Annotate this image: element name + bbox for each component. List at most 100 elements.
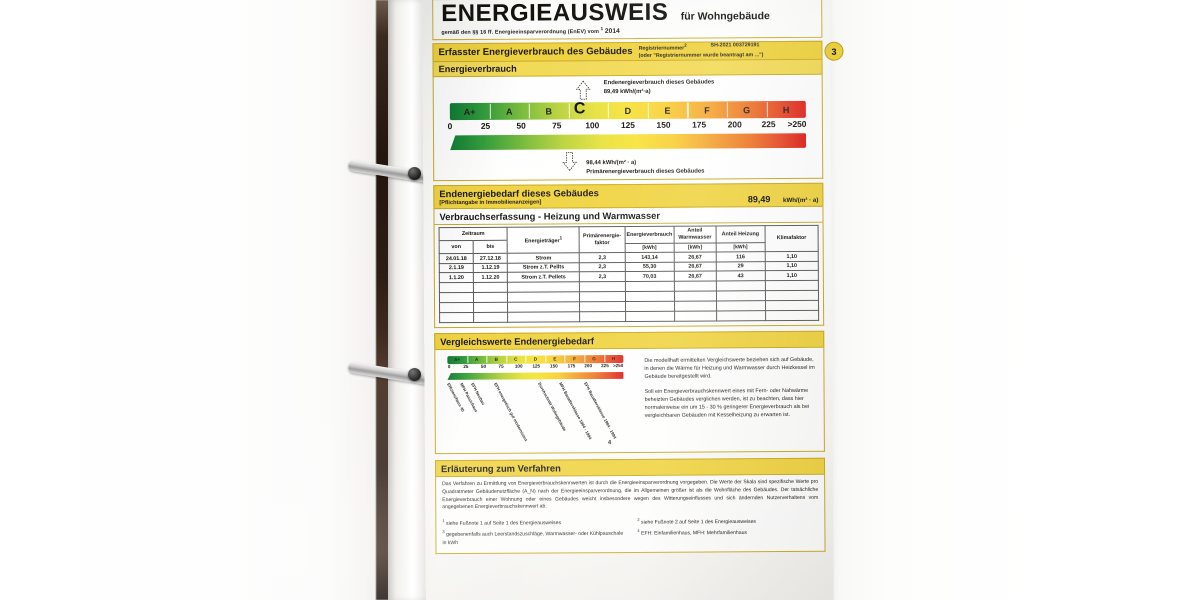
cmp-class-a-plus: A+ [454, 357, 461, 363]
cell-heizung: 29 [715, 261, 766, 272]
cmp-tick-250: >250 [612, 362, 624, 368]
energy-scale-wrap: Endenergieverbrauch dieses Gebäudes 89,4… [434, 75, 823, 180]
tick-25: 25 [480, 121, 491, 132]
legal-basis-year: 2014 [604, 28, 620, 36]
cell-von: 2.1.19 [439, 263, 474, 273]
registry-block: Registriernummer2 SH-2021 003729191 (ode… [639, 42, 822, 60]
cell-pef: 2,3 [579, 271, 626, 282]
procedure-section-body: Das Verfahren zu Ermittlung von Energiev… [435, 474, 826, 554]
cmp-class-b: B [486, 356, 506, 364]
cell-bis: 27.12.18 [473, 253, 508, 264]
cmp-class-f: F [565, 355, 585, 363]
binder-ring-top-tip [408, 167, 421, 180]
cmp-class-c: C [506, 355, 526, 363]
binder-ring-bottom-tip [408, 368, 421, 381]
cmp-class-h: H [604, 355, 624, 363]
energy-class-bar: A+ A B C D E F G H [449, 101, 806, 121]
consumption-table-body: 24.01.18 27.12.18 Strom 2,3 143,14 26,67… [439, 251, 819, 323]
class-seg-f: F [687, 102, 727, 119]
class-seg-e: E [648, 102, 688, 119]
footnotes-col-left: 1 siehe Fußnote 1 auf Seite 1 des Energi… [442, 517, 623, 547]
cmp-tick-75: 75 [498, 363, 504, 369]
cmp-tick-150: 150 [550, 363, 558, 369]
consumption-table: Zeitraum Energieträger1 Primärenergie-fa… [439, 225, 820, 323]
comparison-paragraph-1: Die modellhaft ermittelten Vergleichswer… [644, 356, 815, 380]
th-unit-verbrauch: [kWh] [624, 243, 675, 253]
current-class-marker: C [573, 100, 586, 118]
cell-traeger: Strom z.T. Pellets [507, 272, 580, 283]
endenergie-arrow-icon [575, 80, 591, 101]
tick-0: 0 [447, 121, 453, 132]
cmp-tick-25: 25 [463, 363, 469, 369]
procedure-paragraph: Das Verfahren zu Ermittlung von Energiev… [442, 478, 819, 511]
tick-50: 50 [516, 120, 526, 131]
registry-label: Registriernummer2 [638, 42, 687, 52]
th-anteil-warmwasser: Anteil Warmwasser [674, 226, 716, 244]
cmp-class-e: E [545, 355, 565, 363]
cell-pef: 2,3 [579, 262, 626, 273]
cmp-tick-175: 175 [567, 363, 576, 369]
cell-heizung: 43 [715, 270, 766, 281]
cell-warmwasser: 26,67 [674, 252, 716, 263]
class-seg-g: G [727, 101, 767, 118]
registry-note: (oder "Registriernummer wurde beantragt … [638, 52, 764, 60]
legal-basis-line: gemäß den §§ 16 ff. Energieeinsparverord… [441, 26, 620, 37]
primaerenergie-callout-line2: Primärenergieverbrauch dieses Gebäudes [586, 168, 705, 176]
section-recorded-consumption-header: Erfasster Energieverbrauch des Gebäudes … [432, 41, 844, 63]
comparison-scale-ticks: 0 25 50 75 100 125 150 175 200 225 >250 [447, 363, 623, 372]
document-title: ENERGIEAUSWEIS [441, 0, 669, 28]
cmp-tick-200: 200 [584, 363, 593, 369]
cmp-class-d: D [526, 355, 546, 363]
table-header-row-1: Zeitraum Energieträger1 Primärenergie-fa… [439, 225, 819, 254]
background-right-surface [828, 0, 1200, 600]
cell-verbrauch: 55,30 [624, 262, 675, 272]
cell-warmwasser: 26,67 [674, 271, 717, 282]
energieausweis-page: ENERGIEAUSWEIS für Wohngebäude gemäß den… [422, 0, 844, 600]
th-bis: bis [473, 240, 508, 254]
cell-bis: 1.12.19 [473, 263, 508, 273]
cell-klimafaktor: 1,10 [765, 251, 819, 262]
comparison-section-body: A+ A B C D E F G H 0 25 50 75 100 125 [434, 347, 825, 454]
footnotes-col-right: 2 siehe Fußnote 2 auf Seite 1 des Energi… [637, 516, 818, 546]
comparison-lower-bar [447, 372, 623, 380]
class-seg-b: B [529, 103, 569, 120]
document-subtitle: für Wohngebäude [680, 10, 770, 23]
energy-scale-panel: Endenergieverbrauch dieses Gebäudes 89,4… [432, 75, 824, 182]
endenergiebedarf-band: Endenergiebedarf dieses Gebäudes [Pflich… [433, 183, 824, 210]
consumption-table-wrap: Zeitraum Energieträger1 Primärenergie-fa… [433, 223, 825, 328]
comparison-paragraph-2: Soll ein Energieverbrauchskennwert eines… [644, 388, 810, 420]
cmp-tick-100: 100 [514, 363, 523, 369]
cell-traeger: Strom [507, 253, 580, 264]
cell-heizung: 116 [715, 251, 766, 262]
footnote-4: 4 EFH: Einfamilienhaus, MFH: Mehrfamilie… [637, 527, 747, 537]
tick-150: 150 [656, 120, 671, 131]
comparison-reference-labels: Effizienzhaus 40 MFH Passivhaus EFH Neub… [446, 381, 637, 442]
cmp-class-g: G [584, 355, 604, 363]
endenergie-callout-line1: Endenergieverbrauch dieses Gebäudes [603, 79, 715, 87]
cmp-tick-50: 50 [480, 363, 487, 369]
cmp-class-a: A [467, 356, 487, 364]
cmp-tick-225: 225 [601, 362, 609, 368]
tick-100: 100 [585, 120, 600, 131]
primary-energy-bar [450, 133, 806, 150]
cell-bis: 1.12.20 [473, 272, 508, 283]
comparison-explanation-block: Die modellhaft ermittelten Vergleichswer… [640, 348, 824, 452]
cell-warmwasser: 26,67 [674, 261, 716, 272]
tick-175: 175 [692, 119, 707, 130]
th-unit-heizung: [kWh] [715, 242, 766, 253]
primaerenergie-arrow-icon [562, 152, 577, 172]
class-seg-h: H [766, 101, 806, 118]
background-left-surface [0, 0, 376, 600]
class-seg-a: A [489, 103, 529, 120]
registry-value: SH-2021 003729191 [710, 42, 760, 49]
endenergiebedarf-unit: kWh/(m² · a) [782, 196, 819, 204]
tick-225: 225 [761, 119, 776, 130]
cmp-tick-0: 0 [447, 363, 451, 369]
next-page-number: 4 [607, 439, 612, 446]
th-unit-warmwasser: [kWh] [674, 242, 716, 253]
th-primaerenergiefaktor: Primärenergie-faktor [579, 226, 625, 254]
table-row [439, 310, 819, 323]
comparison-scale-block: A+ A B C D E F G H 0 25 50 75 100 125 [435, 349, 641, 453]
th-energietraeger: Energieträger1 [507, 227, 580, 254]
